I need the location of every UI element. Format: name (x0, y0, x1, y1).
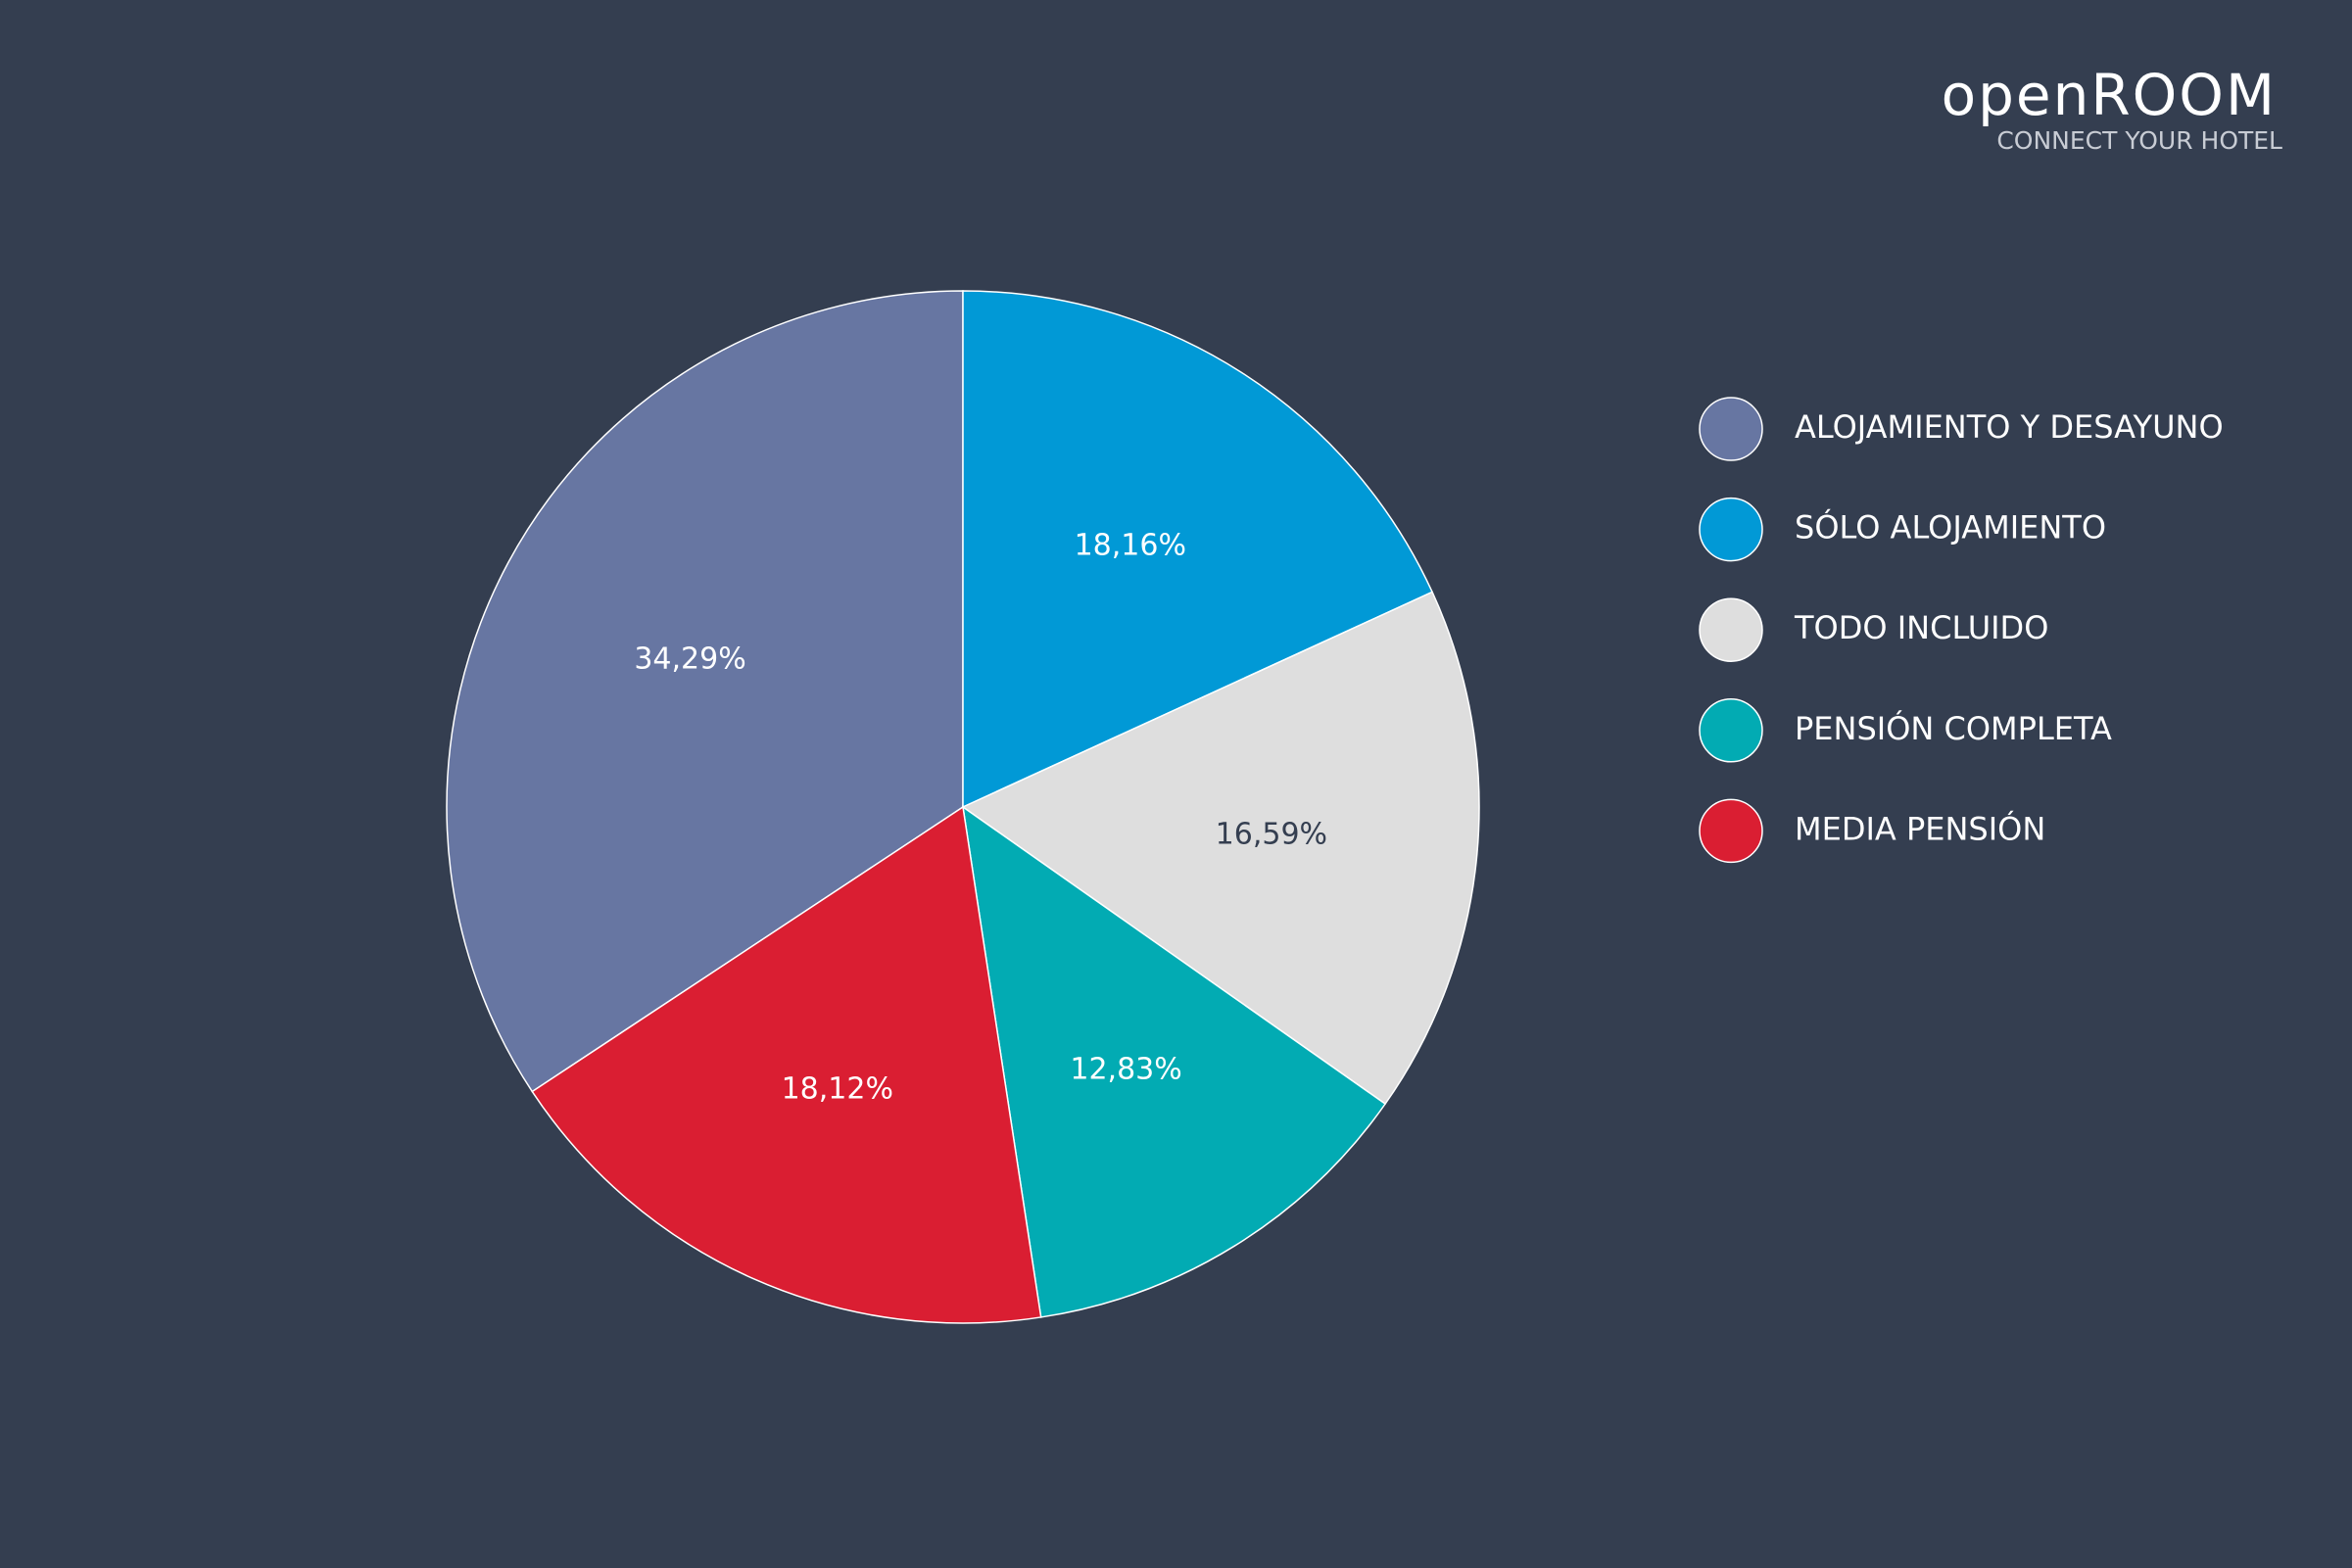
legend-swatch (1699, 698, 1763, 763)
value-label: 16,59% (1216, 817, 1327, 851)
legend-swatch (1699, 798, 1763, 864)
pie-slice (962, 290, 1434, 809)
pie-slice (961, 805, 1387, 1318)
value-label: 34,29% (634, 642, 745, 677)
value-label: 18,12% (782, 1072, 893, 1107)
logo-name: openROOM (1942, 62, 2277, 128)
value-label: 12,83% (1070, 1052, 1181, 1086)
pie-slice (446, 290, 964, 1093)
legend-label: PENSIÓN COMPLETA (1795, 709, 2112, 747)
legend-label: TODO INCLUIDO (1794, 609, 2048, 646)
value-label: 18,16% (1075, 528, 1186, 562)
pie-slice (531, 805, 1042, 1324)
logo-tagline: CONNECT YOUR HOTEL (1996, 126, 2282, 155)
legend-swatch (1699, 597, 1763, 662)
pie-slice (961, 591, 1480, 1106)
legend-label: ALOJAMIENTO Y DESAYUNO (1795, 408, 2224, 446)
legend-swatch (1699, 497, 1763, 562)
legend-label: SÓLO ALOJAMIENTO (1795, 508, 2106, 546)
legend-label: MEDIA PENSIÓN (1795, 809, 2045, 847)
legend-swatch (1699, 397, 1763, 461)
